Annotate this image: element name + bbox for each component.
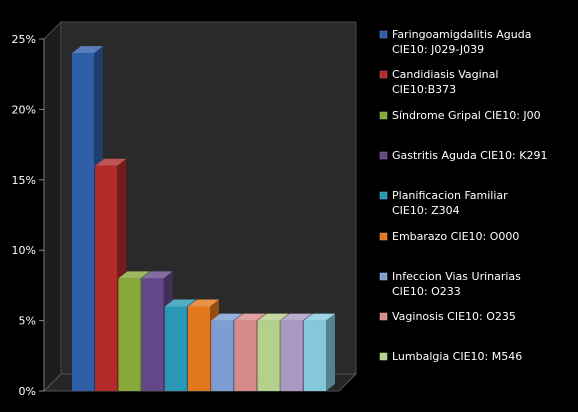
legend-item: Lumbalgia CIE10: M546 [380, 350, 522, 363]
legend-swatch [380, 31, 387, 38]
legend-swatch [380, 273, 387, 280]
bar-front [95, 166, 117, 391]
legend-swatch [380, 112, 387, 119]
legend-label: Vaginosis CIE10: O235 [392, 310, 516, 323]
legend-label: Candidiasis Vaginal CIE10:B373 [392, 68, 498, 96]
bar [304, 314, 335, 391]
bar-front [118, 278, 140, 391]
y-tick-label: 10% [12, 244, 36, 257]
bar-front [142, 278, 164, 391]
bar-front [165, 307, 187, 391]
legend-item: Planificacion Familiar CIE10: Z304 [380, 189, 508, 217]
legend-item: Faringoamigdalitis Aguda CIE10: J029-J039 [380, 28, 531, 56]
legend: Faringoamigdalitis Aguda CIE10: J029-J039… [380, 28, 547, 363]
bar-front [304, 321, 326, 391]
bar-front [72, 53, 94, 391]
y-tick-label: 25% [12, 33, 36, 46]
legend-label: Embarazo CIE10: O000 [392, 230, 519, 243]
side-wall [44, 22, 61, 391]
y-tick-label: 15% [12, 174, 36, 187]
legend-item: Gastritis Aguda CIE10: K291 [380, 149, 547, 162]
bar-front [188, 307, 210, 391]
y-tick-label: 5% [19, 315, 36, 328]
legend-item: Candidiasis Vaginal CIE10:B373 [380, 68, 498, 96]
legend-label: Infeccion Vias Urinarias CIE10: O233 [392, 270, 521, 298]
bar-front [258, 321, 280, 391]
legend-swatch [380, 152, 387, 159]
legend-label: Faringoamigdalitis Aguda CIE10: J029-J039 [392, 28, 531, 56]
y-tick-label: 0% [19, 385, 36, 398]
bar-front [281, 321, 303, 391]
legend-item: Embarazo CIE10: O000 [380, 230, 519, 243]
bar-front [234, 321, 256, 391]
legend-swatch [380, 192, 387, 199]
legend-item: Síndrome Gripal CIE10: J00 [380, 109, 541, 122]
legend-label: Lumbalgia CIE10: M546 [392, 350, 522, 363]
bar-side [326, 314, 335, 391]
legend-label: Gastritis Aguda CIE10: K291 [392, 149, 547, 162]
legend-item: Infeccion Vias Urinarias CIE10: O233 [380, 270, 521, 298]
legend-label: Síndrome Gripal CIE10: J00 [392, 109, 541, 122]
y-tick-label: 20% [12, 103, 36, 116]
bar-front [211, 321, 233, 391]
legend-swatch [380, 71, 387, 78]
legend-item: Vaginosis CIE10: O235 [380, 310, 516, 323]
legend-swatch [380, 313, 387, 320]
legend-swatch [380, 353, 387, 360]
legend-label: Planificacion Familiar CIE10: Z304 [392, 189, 508, 217]
legend-swatch [380, 233, 387, 240]
y-axis-ticks: 0% 5% 10% 15% 20% 25% [12, 33, 44, 398]
